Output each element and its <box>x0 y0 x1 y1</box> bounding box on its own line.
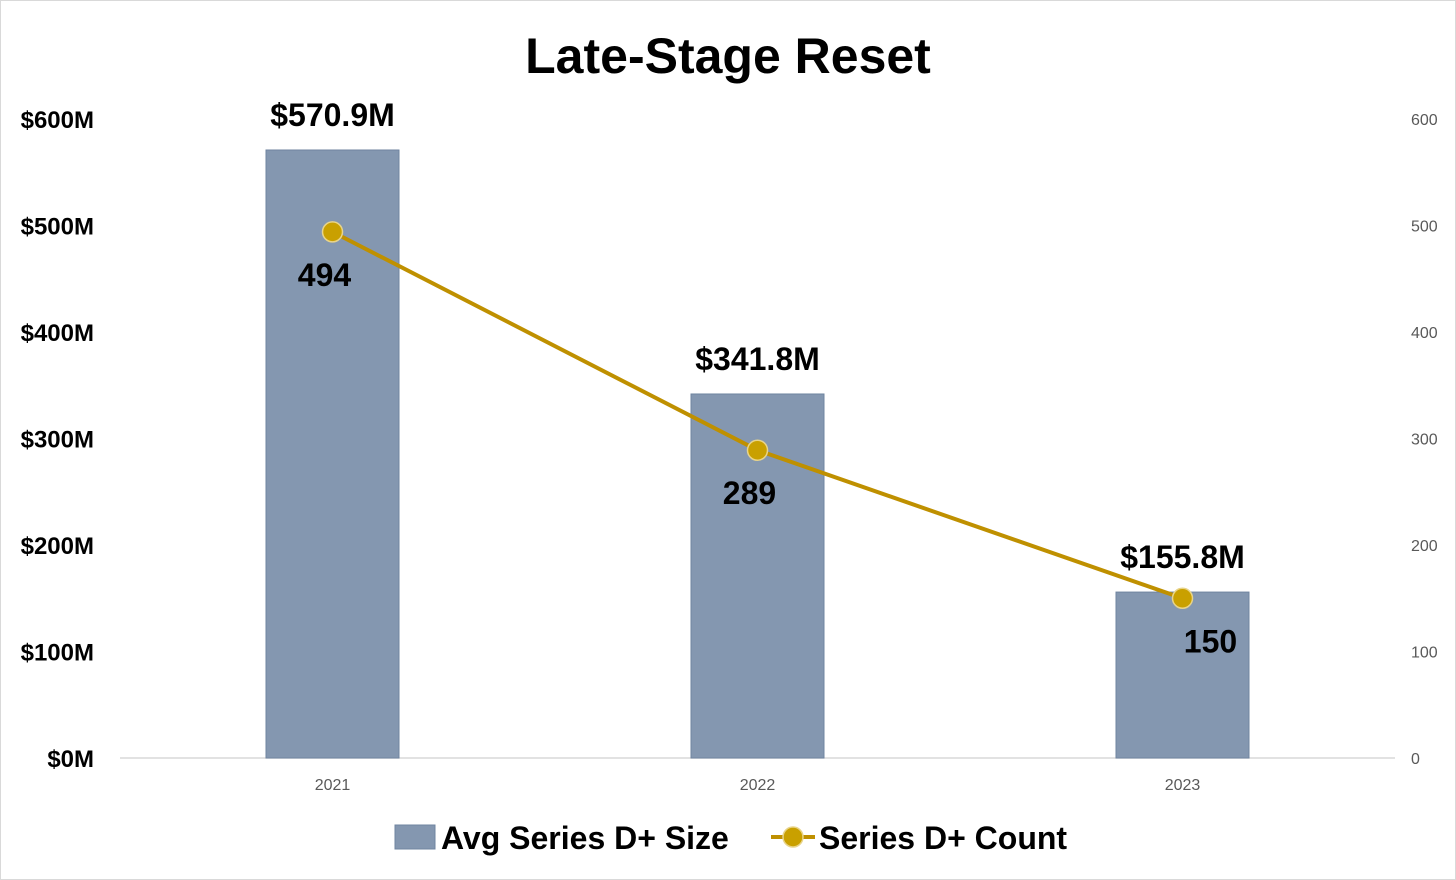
bars-group <box>265 149 1250 759</box>
right-axis-tick-label: 200 <box>1411 538 1438 555</box>
right-axis-tick-label: 0 <box>1411 751 1420 768</box>
right-axis-tick-label: 100 <box>1411 645 1438 662</box>
legend: Avg Series D+ Size Series D+ Count <box>394 820 1067 856</box>
legend-line-marker <box>782 826 804 848</box>
left-axis-tick-label: $200M <box>21 533 94 560</box>
chart-title: Late-Stage Reset <box>525 28 931 84</box>
x-axis-tick-label: 2023 <box>1165 777 1201 794</box>
legend-bar-swatch <box>394 824 436 850</box>
line-point-data-label: 150 <box>1184 623 1237 659</box>
left-axis-tick-label: $400M <box>21 320 94 347</box>
left-axis-tick-label: $300M <box>21 427 94 454</box>
bar-data-label: $341.8M <box>695 341 820 377</box>
left-axis-tick-label: $500M <box>21 214 94 241</box>
bar <box>265 149 400 759</box>
left-axis-tick-label: $600M <box>21 107 94 134</box>
legend-line-label: Series D+ Count <box>819 820 1067 856</box>
bar <box>1115 591 1250 759</box>
left-axis-tick-label: $0M <box>47 746 94 773</box>
x-axis-tick-label: 2021 <box>315 777 351 794</box>
line-point-data-label: 289 <box>723 475 776 511</box>
line-point-marker <box>1171 587 1194 609</box>
line-point-marker <box>746 439 769 461</box>
line-point-marker <box>321 221 344 243</box>
left-axis-tick-label: $100M <box>21 640 94 667</box>
bar-data-label: $155.8M <box>1120 539 1245 575</box>
right-axis-tick-label: 400 <box>1411 325 1438 342</box>
right-axis-tick-label: 300 <box>1411 432 1438 449</box>
right-axis-tick-label: 500 <box>1411 219 1438 236</box>
line-series-group <box>321 221 1194 609</box>
right-axis-tick-label: 600 <box>1411 112 1438 129</box>
bar-data-label: $570.9M <box>270 97 395 133</box>
legend-bar-label: Avg Series D+ Size <box>441 820 729 856</box>
line-point-data-label: 494 <box>298 257 352 293</box>
data-labels-group: $570.9M $341.8M $155.8M 494 289 150 <box>270 97 1245 659</box>
x-axis-tick-label: 2022 <box>740 777 776 794</box>
